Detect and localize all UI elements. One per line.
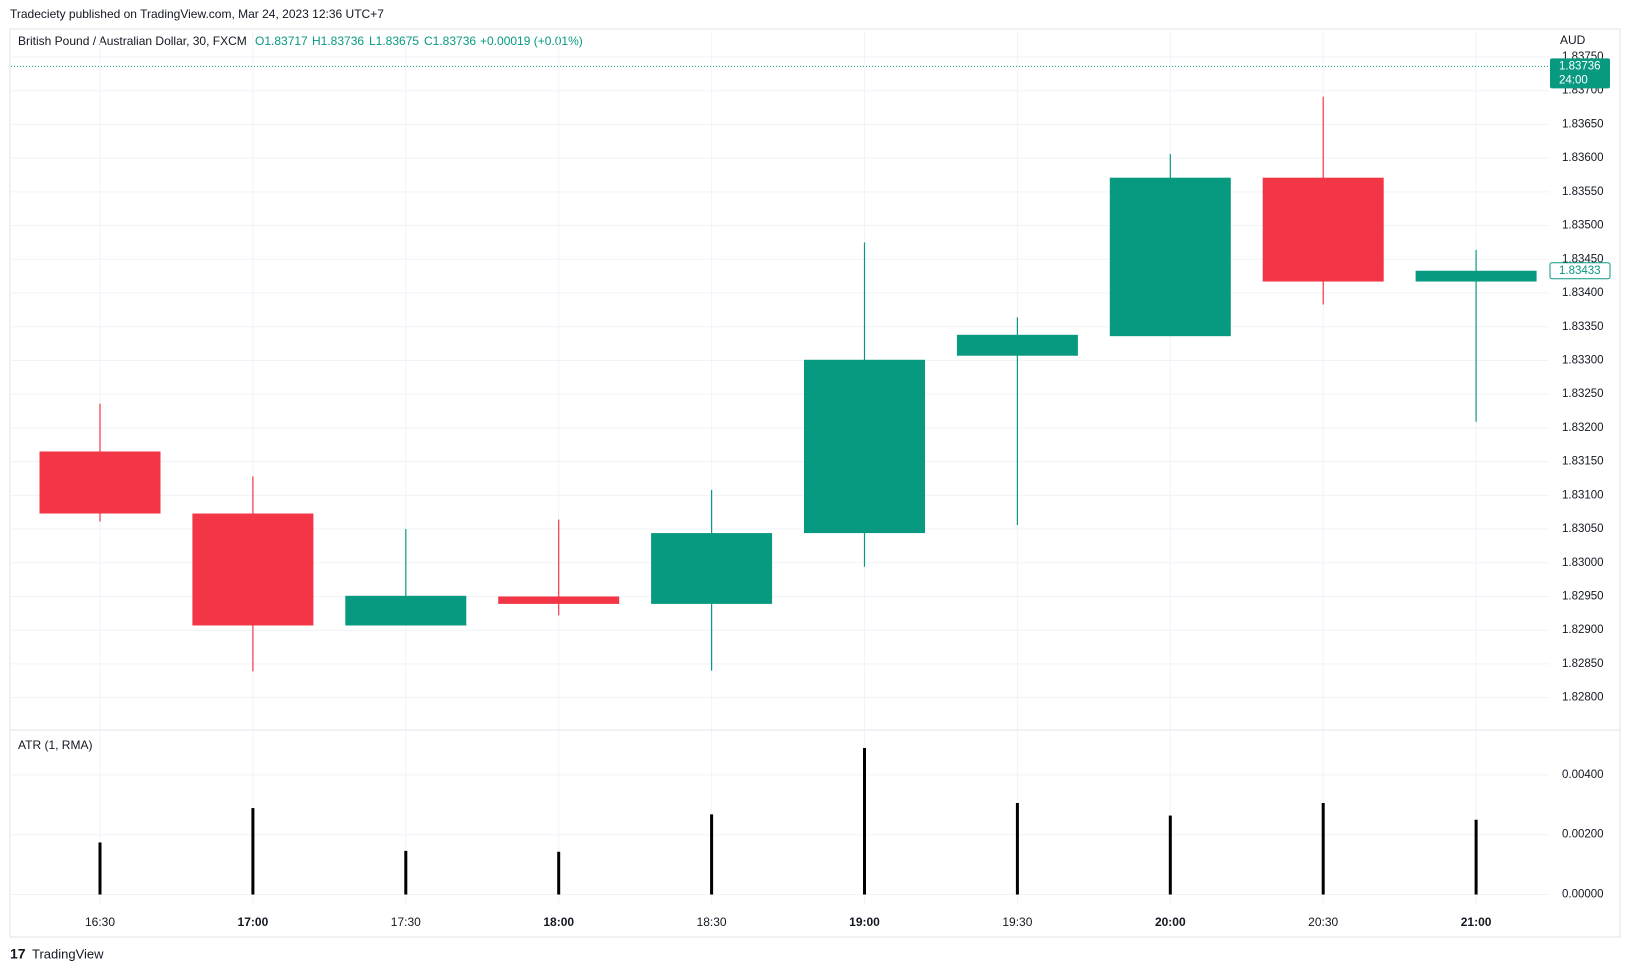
- x-tick-label: 18:30: [697, 915, 727, 929]
- y-tick-label: 1.83500: [1562, 220, 1604, 232]
- last-price-box: [1550, 58, 1610, 89]
- atr-bar: [1015, 802, 1019, 895]
- atr-bar: [710, 814, 714, 895]
- chart-frame: [9, 28, 1621, 938]
- atr-bar: [98, 842, 102, 895]
- y-tick-label: 1.82850: [1562, 658, 1604, 670]
- y-tick-label: 1.83600: [1562, 152, 1604, 164]
- x-tick-label: 17:30: [391, 915, 421, 929]
- marker-price-label: 1.83433: [1559, 265, 1601, 277]
- y-tick-label: 1.83350: [1562, 321, 1604, 333]
- y-tick-label: 1.82900: [1562, 624, 1604, 636]
- y-tick-label: 1.83400: [1562, 287, 1604, 299]
- x-tick-label: 19:30: [1002, 915, 1032, 929]
- legend-value: H1.83736: [312, 34, 364, 48]
- marker-price-box: [1549, 262, 1611, 280]
- indicator-title: ATR (1, RMA): [18, 738, 92, 752]
- y-axis-label: AUD: [1560, 33, 1586, 47]
- x-tick-label: 20:30: [1308, 915, 1338, 929]
- atr-bar: [404, 850, 408, 895]
- x-tick-label: 17:00: [238, 915, 269, 929]
- x-tick-label: 19:00: [849, 915, 880, 929]
- brand-name: TradingView: [32, 946, 104, 961]
- legend-value: O1.83717: [255, 34, 308, 48]
- y-tick-label: 1.83550: [1562, 186, 1604, 198]
- atr-bar: [1168, 815, 1172, 895]
- candle-body: [192, 513, 314, 626]
- candle-body: [345, 595, 467, 626]
- x-tick-label: 18:00: [543, 915, 574, 929]
- y-tick-label: 0.00000: [1562, 889, 1604, 901]
- x-tick-label: 16:30: [85, 915, 115, 929]
- candle-body: [1415, 270, 1537, 282]
- legend-value: +0.00019 (+0.01%): [480, 34, 583, 48]
- candle-body: [39, 451, 161, 514]
- x-tick-label: 20:00: [1155, 915, 1186, 929]
- atr-bar: [251, 808, 255, 895]
- candle-body: [956, 334, 1078, 356]
- y-tick-label: 1.83050: [1562, 523, 1604, 535]
- candle-body: [498, 596, 620, 604]
- atr-bar: [1474, 819, 1478, 895]
- last-price-label: 1.83736: [1559, 60, 1601, 72]
- countdown-label: 24:00: [1559, 74, 1588, 86]
- y-tick-label: 1.82950: [1562, 591, 1604, 603]
- atr-bar: [557, 851, 561, 895]
- atr-bar: [1321, 802, 1325, 895]
- y-tick-label: 1.83150: [1562, 456, 1604, 468]
- atr-bar: [863, 747, 866, 895]
- y-tick-label: 1.82800: [1562, 692, 1604, 704]
- x-tick-label: 21:00: [1461, 915, 1492, 929]
- candle-body: [1109, 177, 1231, 337]
- candle-body: [1262, 177, 1384, 282]
- y-tick-label: 1.83200: [1562, 422, 1604, 434]
- y-tick-label: 1.83650: [1562, 118, 1604, 130]
- y-tick-label: 1.83100: [1562, 489, 1604, 501]
- chart-title: British Pound / Australian Dollar, 30, F…: [18, 34, 247, 48]
- brand: 17 TradingView: [10, 946, 104, 962]
- candle-body: [651, 533, 773, 604]
- candle-body: [804, 359, 925, 534]
- y-tick-label: 0.00400: [1562, 769, 1604, 781]
- y-tick-label: 1.83300: [1562, 354, 1604, 366]
- y-tick-label: 0.00200: [1562, 829, 1604, 841]
- y-tick-label: 1.83250: [1562, 388, 1604, 400]
- published-note: Tradeciety published on TradingView.com,…: [10, 7, 384, 21]
- legend-value: C1.83736: [424, 34, 476, 48]
- legend-value: L1.83675: [369, 34, 419, 48]
- y-tick-label: 1.83000: [1562, 557, 1604, 569]
- brand-logo: 17: [10, 946, 26, 962]
